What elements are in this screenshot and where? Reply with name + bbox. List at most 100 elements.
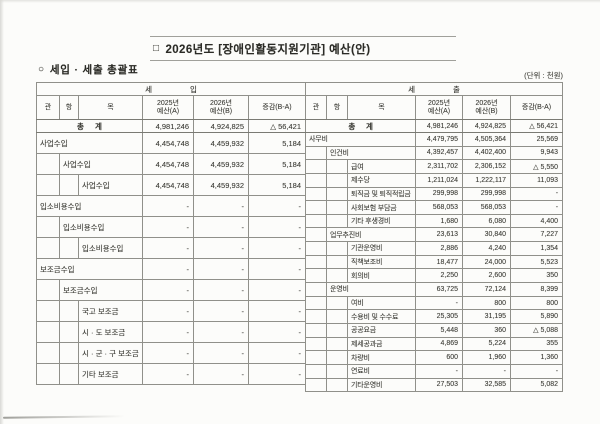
amount-cell: - (415, 295, 464, 311)
amount-cell: 1,360 (510, 350, 564, 365)
row-label: 인건비 (326, 145, 417, 161)
amount-cell: - (193, 279, 249, 301)
amount-cell: - (247, 258, 307, 280)
amount-cell: 5,448 (415, 322, 464, 338)
indent-cell (305, 295, 328, 311)
column-header: 2026년 예산(B) (462, 95, 512, 120)
amount-cell: - (193, 321, 249, 343)
indent-cell (326, 241, 349, 256)
amount-cell: - (415, 363, 464, 379)
column-header: 항 (59, 95, 79, 120)
row-label: 급여 (347, 159, 417, 174)
amount-cell: 30,840 (462, 227, 512, 243)
amount-cell: - (142, 300, 194, 322)
indent-cell (36, 153, 60, 175)
amount-cell: 568,053 (415, 200, 464, 215)
table-row: 사업수입 4,454,748 4,459,932 5,184 (36, 174, 307, 196)
amount-cell: 18,477 (415, 254, 464, 270)
indent-cell (305, 268, 328, 284)
total-row: 총 계 4,981,246 4,924,825 △ 56,421 (36, 119, 307, 133)
row-label: 사회보험 부담금 (347, 200, 417, 215)
amount-cell: - (462, 363, 512, 379)
amount-cell: - (142, 258, 194, 280)
row-label: 직책보조비 (347, 254, 417, 270)
indent-cell (305, 227, 328, 243)
indent-cell (305, 336, 328, 352)
amount-cell: 4,981,246 (142, 119, 194, 133)
row-label: 퇴직금 및 퇴직적립금 (347, 186, 417, 202)
table-row: 사무비 4,479,795 4,505,364 25,569 (305, 132, 564, 147)
indent-cell (326, 172, 349, 188)
amount-cell: 360 (462, 322, 512, 338)
amount-cell: 25,305 (415, 309, 464, 324)
amount-cell: 568,053 (462, 200, 512, 215)
circle-bullet-icon: ○ (38, 64, 45, 75)
table-row: 시 · 군 · 구 보조금 - - - (36, 342, 307, 364)
indent-cell (305, 322, 328, 338)
indent-cell (59, 363, 79, 385)
column-header: 목 (78, 95, 143, 120)
table-row: 사업수입 4,454,748 4,459,932 5,184 (36, 132, 307, 154)
document-title: □ 2026년도 [장애인활동지원기관] 예산(안) (150, 36, 456, 61)
indent-cell (305, 377, 328, 393)
table-row: 제수당 1,211,024 1,222,117 11,093 (305, 172, 564, 188)
amount-cell: 800 (510, 295, 564, 311)
row-label: 제수당 (347, 172, 417, 188)
row-label: 업무추진비 (326, 227, 417, 243)
amount-cell: - (247, 237, 307, 259)
row-label: 총 계 (305, 119, 417, 133)
indent-cell (305, 363, 328, 379)
table-row: 운영비 63,725 72,124 8,399 (305, 282, 564, 297)
amount-cell: - (193, 216, 249, 238)
expenditure-group-title: 세 출 (305, 82, 564, 96)
amount-cell: - (193, 195, 249, 217)
amount-cell: 25,569 (510, 132, 564, 147)
table-row: 사업수입 4,454,748 4,459,932 5,184 (36, 153, 307, 175)
row-label: 기타 보조금 (78, 363, 143, 385)
indent-cell (305, 213, 328, 229)
column-header-row: 관 항 목 2025년 예산(A) 2026년 예산(B) 증감(B-A) (305, 95, 564, 120)
indent-cell (36, 321, 60, 343)
amount-cell: - (247, 342, 307, 364)
column-header: 2025년 예산(A) (415, 95, 464, 120)
amount-cell: 4,505,364 (462, 132, 512, 147)
row-label: 기타 후생경비 (347, 213, 417, 229)
amount-cell: 4,240 (462, 241, 512, 256)
row-label: 여비 (347, 295, 417, 311)
amount-cell: 1,222,117 (462, 172, 512, 188)
column-header: 증감(B-A) (510, 95, 564, 120)
column-header: 관 (36, 95, 60, 120)
row-label: 제세공과금 (347, 336, 417, 352)
row-label: 차량비 (347, 350, 417, 365)
amount-cell: - (247, 363, 307, 385)
table-row: 인건비 4,392,457 4,402,400 9,943 (305, 145, 564, 161)
indent-cell (305, 172, 328, 188)
amount-cell: 4,454,748 (142, 174, 194, 196)
document-title-text: 2026년도 [장애인활동지원기관] 예산(안) (165, 43, 371, 56)
amount-cell: 299,998 (462, 186, 512, 202)
table-row: 직책보조비 18,477 24,000 5,523 (305, 254, 564, 270)
indent-cell (326, 309, 349, 324)
amount-cell: △ 56,421 (510, 119, 564, 133)
table-row: 여비 -800 800 (305, 295, 564, 311)
amount-cell: 2,311,702 (415, 159, 464, 174)
indent-cell (305, 241, 328, 256)
amount-cell: 5,184 (247, 174, 307, 196)
amount-cell: - (142, 216, 194, 238)
row-label: 입소비용수입 (59, 216, 143, 238)
indent-cell (36, 279, 60, 301)
indent-cell (326, 363, 349, 379)
row-label: 사업수입 (59, 153, 143, 175)
amount-cell: 4,924,825 (462, 119, 512, 133)
amount-cell: △ 5,088 (510, 322, 564, 338)
table-row: 기타운영비 27,503 32,585 5,082 (305, 377, 564, 393)
amount-cell: 4,459,932 (193, 132, 249, 154)
table-row: 업무추진비 23,613 30,840 7,227 (305, 227, 564, 243)
indent-cell (305, 254, 328, 270)
amount-cell: 7,227 (510, 227, 564, 243)
indent-cell (326, 268, 349, 284)
row-label: 시 · 도 보조금 (78, 321, 143, 343)
column-header: 관 (305, 95, 328, 120)
indent-cell (305, 200, 328, 215)
row-label: 국고 보조금 (78, 300, 143, 322)
